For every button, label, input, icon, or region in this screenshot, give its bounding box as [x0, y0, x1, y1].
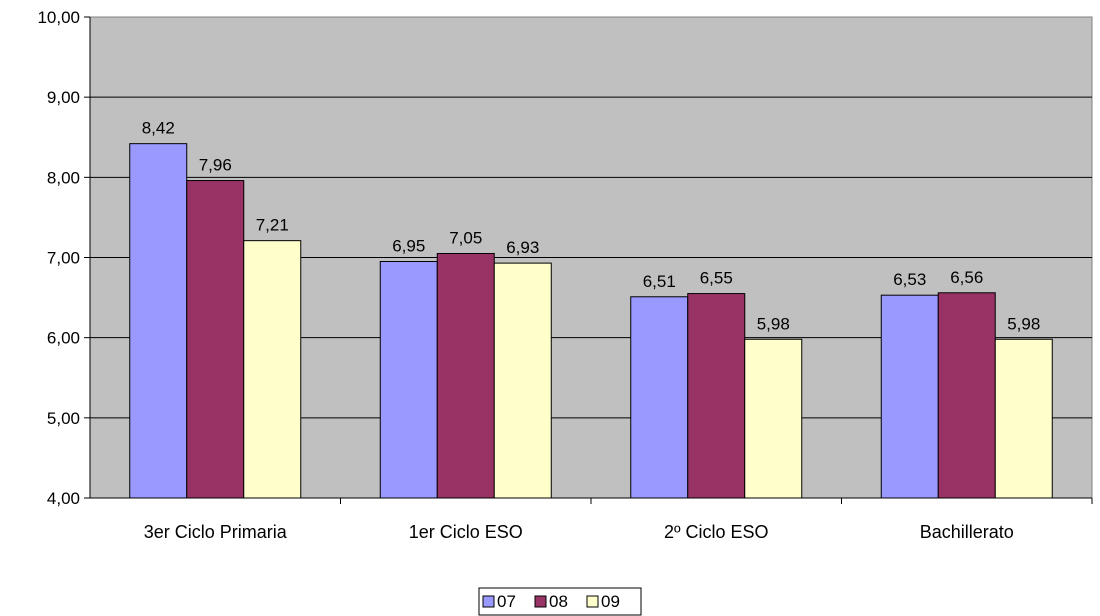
- bar-08-3: [937, 292, 996, 499]
- bar-07-0: [129, 143, 188, 499]
- bar-08-0: [186, 180, 245, 499]
- y-tick-label: 6,00: [47, 329, 80, 348]
- x-category-label: 3er Ciclo Primaria: [144, 522, 288, 542]
- bar-07-2: [630, 296, 689, 499]
- bar-09-0: [243, 240, 302, 499]
- data-label: 5,98: [1007, 314, 1040, 333]
- y-tick-label: 7,00: [47, 249, 80, 268]
- x-category-label: Bachillerato: [920, 522, 1014, 542]
- legend: [478, 587, 642, 616]
- x-category-label: 1er Ciclo ESO: [409, 522, 523, 542]
- x-category-label: 2º Ciclo ESO: [664, 522, 769, 542]
- data-label: 5,98: [757, 314, 790, 333]
- y-tick-label: 10,00: [37, 8, 80, 27]
- y-tick-label: 9,00: [47, 88, 80, 107]
- data-label: 8,42: [142, 119, 175, 138]
- data-label: 6,55: [700, 269, 733, 288]
- y-tick-label: 8,00: [47, 168, 80, 187]
- y-tick-label: 4,00: [47, 489, 80, 508]
- y-tick-label: 5,00: [47, 409, 80, 428]
- data-label: 7,21: [256, 216, 289, 235]
- legend-label: 09: [601, 592, 620, 611]
- legend-label: 08: [549, 592, 568, 611]
- data-label: 7,96: [199, 156, 232, 175]
- legend-swatch-09: [586, 595, 599, 608]
- legend-label: 07: [497, 592, 516, 611]
- bar-09-3: [994, 338, 1053, 499]
- data-label: 6,93: [506, 238, 539, 257]
- data-label: 6,95: [392, 237, 425, 256]
- bar-08-2: [687, 293, 746, 499]
- bar-09-2: [744, 338, 803, 499]
- data-label: 6,56: [950, 268, 983, 287]
- bar-07-3: [880, 294, 939, 499]
- bar-08-1: [436, 252, 495, 499]
- legend-swatch-07: [482, 595, 495, 608]
- legend-swatch-08: [534, 595, 547, 608]
- data-label: 7,05: [449, 228, 482, 247]
- bar-09-1: [493, 262, 552, 499]
- data-label: 6,53: [893, 270, 926, 289]
- data-label: 6,51: [643, 272, 676, 291]
- bar-07-1: [379, 261, 438, 499]
